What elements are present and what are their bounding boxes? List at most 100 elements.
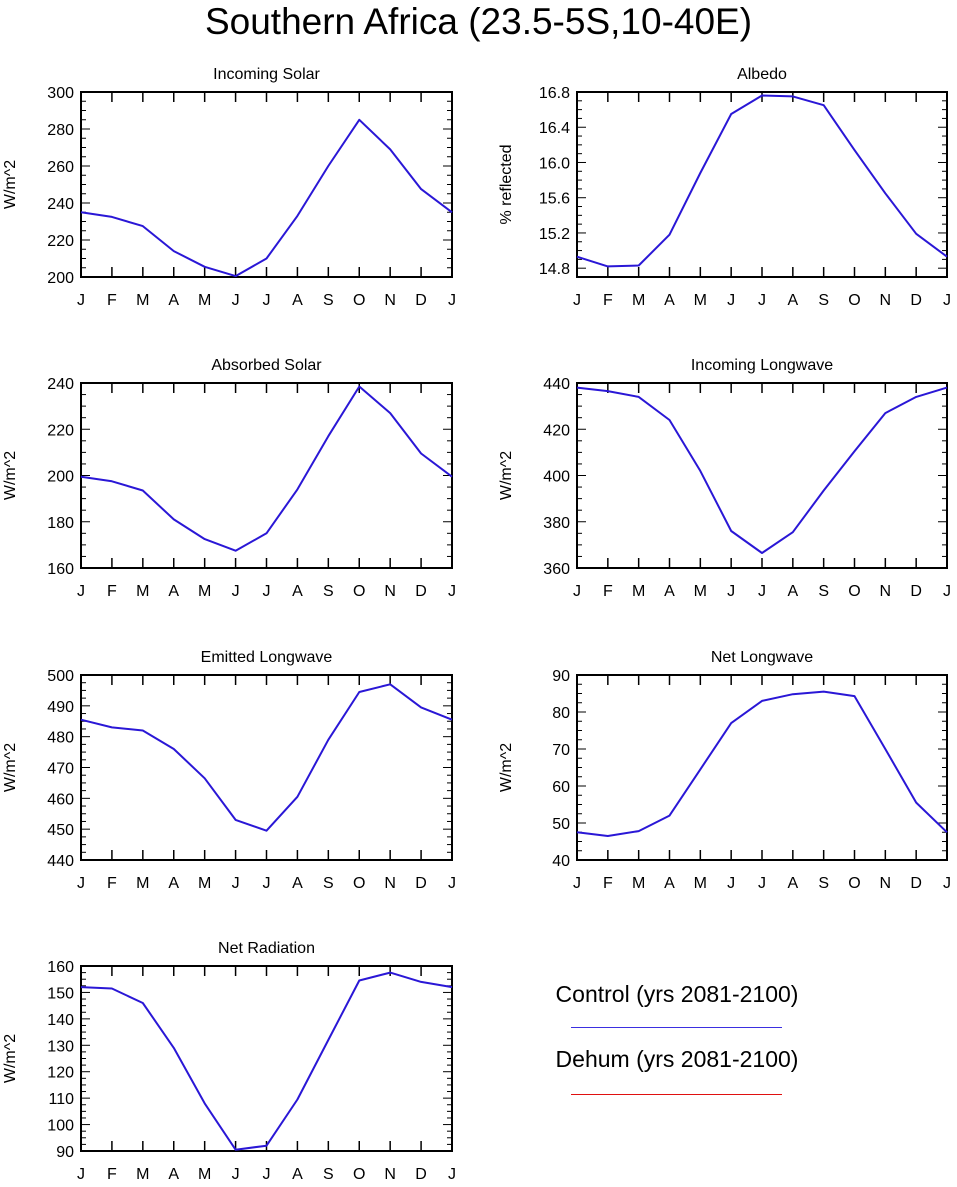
x-tick-label: J [263,583,271,600]
y-tick-label: 180 [47,515,74,532]
y-tick-label: 200 [47,270,74,287]
chart-title: Albedo [737,66,787,83]
y-tick-label: 160 [47,561,74,578]
x-tick-label: O [353,875,365,892]
x-tick-label: A [292,292,303,309]
chart-panel-3: Incoming Longwave W/m^2 360 380 400 420 440 J F M… [498,357,951,600]
y-tick-label: 60 [552,779,570,796]
x-tick-label: A [787,292,798,309]
y-axis-label: % reflected [498,144,515,224]
x-tick-label: A [292,1166,303,1183]
y-tick-label: 450 [47,822,74,839]
x-tick-label: J [573,292,581,309]
y-axis-label: W/m^2 [2,451,19,500]
x-tick-label: O [353,583,365,600]
y-tick-label: 490 [47,699,74,716]
x-tick-label: J [448,1166,456,1183]
x-tick-label: F [603,875,613,892]
y-tick-label: 16.0 [539,155,570,172]
y-tick-label: 380 [543,515,570,532]
x-tick-label: N [880,583,892,600]
x-tick-label: D [910,875,922,892]
x-tick-label: O [848,875,860,892]
y-tick-label: 110 [48,1091,74,1108]
x-tick-label: A [168,1166,179,1183]
x-tick-label: F [107,875,117,892]
y-tick-label: 90 [56,1144,74,1161]
x-tick-label: S [323,292,334,309]
x-tick-label: A [292,583,303,600]
x-tick-label: O [353,292,365,309]
x-tick-label: S [818,292,829,309]
x-tick-label: J [448,875,456,892]
series-line-0 [80,683,453,832]
x-tick-label: A [787,875,798,892]
y-axis-label: W/m^2 [2,160,19,209]
y-tick-label: 280 [47,122,74,139]
chart-title: Incoming Solar [213,66,320,83]
chart-panel-4: Emitted Longwave W/m^2 440 450 460 470 480 490 5… [2,649,456,892]
x-tick-label: F [603,583,613,600]
y-tick-label: 50 [552,816,570,833]
y-tick-label: 480 [47,730,74,747]
plot-frame [576,91,948,278]
x-tick-label: F [107,1166,117,1183]
chart-title: Emitted Longwave [201,649,333,666]
y-tick-label: 160 [47,959,74,976]
x-tick-label: M [198,1166,211,1183]
y-tick-label: 40 [552,853,570,870]
chart-panel-1: Albedo % reflected 14.8 15.2 15.6 16.0 16.4 16.… [498,66,951,309]
x-tick-label: J [943,292,951,309]
x-tick-label: D [415,1166,427,1183]
x-tick-label: O [848,583,860,600]
chart-panel-5: Net Longwave W/m^2 40 50 60 70 80 90 J F M A M J J A S O N… [498,649,951,892]
x-tick-label: J [943,875,951,892]
y-tick-label: 220 [47,422,74,439]
x-tick-label: M [694,583,707,600]
x-tick-label: J [263,292,271,309]
x-tick-label: S [323,875,334,892]
series-line-0 [576,690,948,837]
x-tick-label: A [168,875,179,892]
x-tick-label: J [573,875,581,892]
legend-dehum-line [571,1094,782,1095]
x-tick-label: J [232,875,240,892]
x-tick-label: M [198,583,211,600]
x-tick-label: N [880,875,892,892]
y-tick-label: 440 [47,853,74,870]
series-line-0 [576,386,948,554]
chart-panel-6: Net Radiation W/m^2 90 100 110 120 130 140 150 16… [2,940,456,1183]
chart-panel-2: Absorbed Solar W/m^2 160 180 200 220 240 J F M A M J… [2,357,456,600]
x-tick-label: D [415,292,427,309]
x-tick-label: S [323,1166,334,1183]
y-tick-label: 240 [47,376,74,393]
series-line-0 [80,118,453,278]
series-line-0 [80,385,453,552]
y-tick-label: 460 [47,791,74,808]
x-tick-label: J [573,583,581,600]
x-tick-label: J [448,583,456,600]
x-tick-label: N [384,292,396,309]
y-tick-label: 70 [552,742,570,759]
x-tick-label: A [787,583,798,600]
x-tick-label: J [263,875,271,892]
x-tick-label: A [168,583,179,600]
x-tick-label: J [758,292,766,309]
legend-control-line [571,1027,782,1028]
series-line-0 [80,971,453,1151]
chart-title: Absorbed Solar [211,357,322,374]
y-tick-label: 14.8 [539,261,570,278]
y-tick-label: 120 [47,1065,74,1082]
y-axis-label: W/m^2 [498,743,515,792]
plot-frame [80,674,453,861]
x-tick-label: J [727,875,735,892]
y-tick-label: 260 [47,159,74,176]
x-tick-label: J [448,292,456,309]
x-tick-label: J [77,292,85,309]
chart-title: Net Longwave [711,649,813,666]
y-tick-label: 360 [543,561,570,578]
y-tick-label: 420 [543,422,570,439]
chart-title: Incoming Longwave [691,357,833,374]
x-tick-label: M [694,875,707,892]
x-tick-label: M [198,292,211,309]
